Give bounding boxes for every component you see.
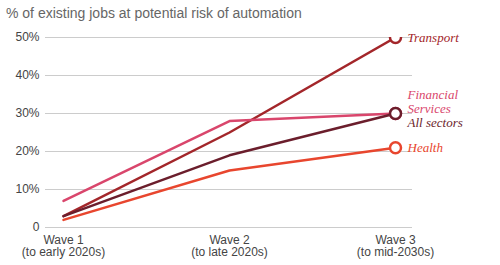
svg-text:FinancialServices: FinancialServices [407, 87, 459, 116]
svg-text:50%: 50% [15, 30, 39, 44]
svg-text:30%: 30% [15, 106, 39, 120]
svg-text:40%: 40% [15, 68, 39, 82]
html-text:% of existing jobs at potentia: % of existing jobs at potential risk of … [6, 5, 302, 21]
svg-text:0: 0 [33, 220, 40, 234]
svg-text:Wave 2(to late 2020s): Wave 2(to late 2020s) [191, 233, 268, 259]
svg-text:10%: 10% [15, 182, 39, 196]
svg-text:Wave 3(to mid-2030s): Wave 3(to mid-2030s) [357, 233, 434, 259]
svg-text:20%: 20% [15, 144, 39, 158]
svg-text:Health: Health [407, 140, 443, 155]
svg-text:Transport: Transport [408, 30, 460, 45]
svg-text:Wave 1(to early 2020s): Wave 1(to early 2020s) [22, 233, 105, 259]
svg-text:All sectors: All sectors [407, 115, 463, 130]
